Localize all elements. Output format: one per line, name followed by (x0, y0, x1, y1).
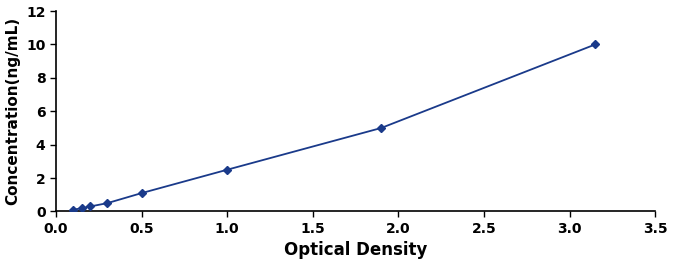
X-axis label: Optical Density: Optical Density (284, 241, 427, 259)
Y-axis label: Concentration(ng/mL): Concentration(ng/mL) (5, 17, 21, 205)
